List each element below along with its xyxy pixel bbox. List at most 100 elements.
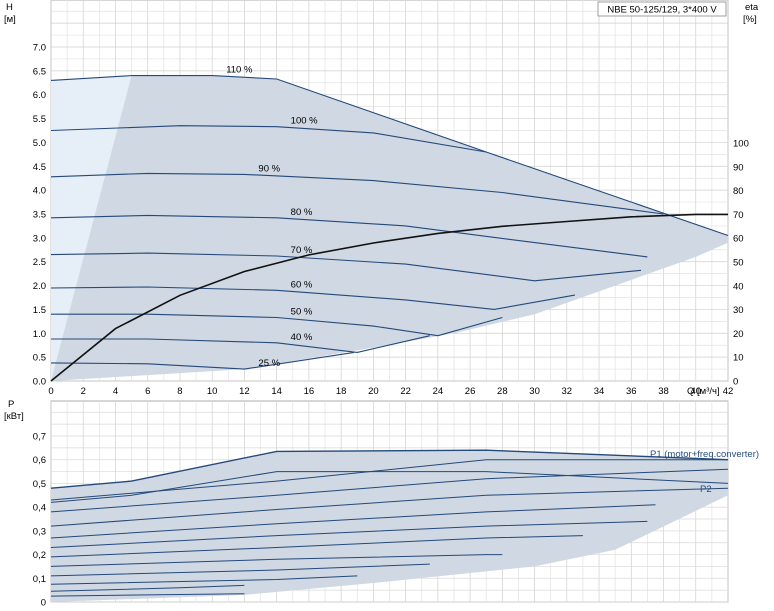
- low-flow-area: [51, 75, 132, 381]
- y-tick-label-eta: 20: [733, 329, 744, 340]
- x-tick-label: 8: [177, 386, 182, 397]
- y-tick-label-eta: 80: [733, 186, 744, 197]
- operating-range-area: [51, 75, 728, 381]
- y2-axis-label-eta: eta: [745, 2, 759, 13]
- qh-curve-label: 110 %: [226, 65, 253, 76]
- qh-panel: 110 % 100 % 90 % 80 % 70 % 60 % 50 % 40 % 25 % 0 2…: [33, 0, 749, 397]
- y-axis-label-p: P: [8, 399, 14, 410]
- power-speed-curve: [50, 520, 648, 548]
- x-tick-label: 28: [497, 386, 508, 397]
- y-tick-label-eta: 60: [733, 234, 744, 245]
- y-tick-label-eta: 100: [733, 139, 749, 150]
- x-tick-label: 2: [81, 386, 86, 397]
- qh-curve-label: 90 %: [258, 163, 280, 174]
- x-tick-label: 36: [626, 386, 637, 397]
- x-tick-label: 10: [207, 386, 218, 397]
- power-series-line: [50, 449, 729, 489]
- y-tick-label-eta: 0: [733, 377, 738, 388]
- power-speed-curve: [50, 575, 358, 585]
- x-tick-label: 32: [562, 386, 573, 397]
- x-axis-label: Q [м³/ч]: [687, 386, 720, 397]
- y-axis-label-h: H: [6, 2, 13, 13]
- x-tick-label: 18: [336, 386, 347, 397]
- x-tick-label: 38: [658, 386, 669, 397]
- y-tick-label-h: 7.0: [33, 43, 46, 54]
- y-tick-label-p: 0: [41, 598, 46, 609]
- x-tick-label: 0: [48, 386, 53, 397]
- y-tick-label-h: 4.5: [33, 162, 46, 173]
- y-tick-label-h: 2.5: [33, 257, 46, 268]
- power-range-area: [51, 450, 728, 602]
- y-tick-label-eta: 10: [733, 353, 744, 364]
- power-speed-curve: [50, 468, 729, 513]
- qh-curve: [50, 252, 642, 282]
- y-tick-label-eta: 30: [733, 305, 744, 316]
- qh-curve-label: 50 %: [291, 307, 313, 318]
- y-tick-label-p: 0,4: [33, 503, 46, 514]
- qh-curve: [51, 335, 430, 353]
- y-tick-label-p: 0,5: [33, 479, 46, 490]
- chart-title: NBE 50-125/129, 3*400 V: [607, 5, 717, 16]
- model-title-box: [597, 1, 727, 17]
- efficiency-curve: [50, 213, 728, 382]
- x-tick-label: 14: [271, 386, 282, 397]
- power-speed-curve: [50, 504, 656, 539]
- qh-curve: [50, 172, 664, 215]
- qh-curve-label: 80 %: [291, 207, 313, 218]
- power-speed-curve: [50, 487, 729, 527]
- y-tick-label-h: 1.0: [33, 329, 46, 340]
- x-tick-label: 6: [145, 386, 150, 397]
- qh-curve: [50, 286, 575, 310]
- y-tick-label-h: 6.5: [33, 66, 46, 77]
- y-axis-unit-h: [м]: [4, 14, 16, 25]
- y-tick-label-p: 0,1: [33, 574, 46, 585]
- x-tick-label: 34: [594, 386, 605, 397]
- x-tick-label: 26: [465, 386, 476, 397]
- y-tick-label-h: 0.0: [33, 377, 46, 388]
- y-tick-label-h: 4.0: [33, 186, 46, 197]
- x-tick-label: 4: [113, 386, 118, 397]
- y-tick-label-h: 3.5: [33, 210, 46, 221]
- power-speed-curve: [50, 584, 245, 592]
- y2-axis-unit-eta: [%]: [743, 14, 757, 25]
- qh-curve-label: 60 %: [291, 279, 313, 290]
- qh-curve-label: 100 %: [291, 116, 318, 127]
- qh-curve: [50, 351, 355, 370]
- qh-curve: [50, 75, 729, 237]
- y-tick-label-h: 1.5: [33, 305, 46, 316]
- y-tick-label-h: 2.0: [33, 281, 46, 292]
- x-tick-label: 16: [304, 386, 315, 397]
- qh-curve-label: 25 %: [258, 358, 280, 369]
- series-label-p2: P2: [700, 484, 712, 495]
- qh-curve-label: 70 %: [291, 245, 313, 256]
- series-label-p1: P1 (motor+freq.converter): [650, 449, 759, 460]
- x-tick-label: 22: [400, 386, 411, 397]
- y-tick-label-p: 0,7: [33, 432, 46, 443]
- y-tick-label-eta: 90: [733, 162, 744, 173]
- y-tick-label-eta: 40: [733, 281, 744, 292]
- qh-curve: [50, 125, 487, 153]
- y-tick-label-h: 3.0: [33, 233, 46, 244]
- x-tick-label: 12: [239, 386, 250, 397]
- y-tick-label-h: 5.5: [33, 114, 46, 125]
- power-speed-curve: [50, 593, 245, 597]
- qh-curve-label: 40 %: [291, 332, 313, 343]
- x-tick-label: 42: [723, 386, 734, 397]
- x-tick-label: 40: [690, 386, 701, 397]
- power-speed-curve: [50, 459, 728, 501]
- x-tick-label: 24: [433, 386, 444, 397]
- y-tick-label-h: 5.0: [33, 138, 46, 149]
- y-tick-label-p: 0,3: [33, 526, 46, 537]
- power-speed-curve: [50, 535, 583, 558]
- power-speed-curve: [50, 563, 430, 577]
- qh-curve: [51, 313, 503, 337]
- y-tick-label-eta: 70: [733, 210, 744, 221]
- qh-curve: [50, 214, 648, 258]
- y-tick-label-eta: 50: [733, 258, 744, 269]
- y-tick-label-p: 0,2: [33, 550, 46, 561]
- x-tick-label: 30: [529, 386, 540, 397]
- x-tick-label: 20: [368, 386, 379, 397]
- y-axis-unit-p: [кВт]: [4, 411, 24, 422]
- power-panel: 0 0,1 0,2 0,3 0,4 0,5 0,6 0,7: [33, 400, 729, 609]
